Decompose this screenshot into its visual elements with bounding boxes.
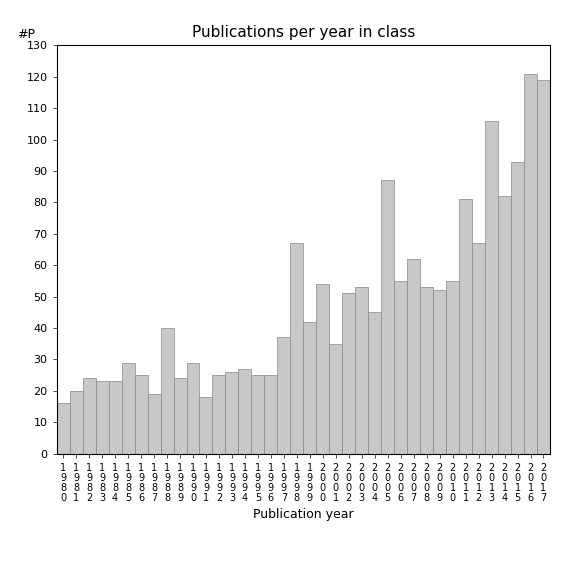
Text: #P: #P	[17, 28, 35, 41]
Bar	[459, 199, 472, 454]
Bar	[200, 397, 213, 454]
Bar	[433, 290, 446, 454]
Bar	[368, 312, 381, 454]
Bar	[226, 372, 239, 454]
X-axis label: Publication year: Publication year	[253, 508, 354, 521]
Bar	[239, 369, 251, 454]
Bar	[290, 243, 303, 454]
Bar	[174, 378, 187, 454]
Bar	[356, 287, 368, 454]
Bar	[57, 403, 70, 454]
Bar	[511, 162, 524, 454]
Bar	[472, 243, 485, 454]
Bar	[303, 321, 316, 454]
Bar	[251, 375, 264, 454]
Bar	[134, 375, 147, 454]
Bar	[187, 362, 200, 454]
Bar	[147, 394, 160, 454]
Bar	[264, 375, 277, 454]
Bar	[160, 328, 174, 454]
Bar	[420, 287, 433, 454]
Bar	[446, 281, 459, 454]
Bar	[83, 378, 96, 454]
Bar	[70, 391, 83, 454]
Bar	[109, 382, 121, 454]
Bar	[381, 180, 394, 454]
Bar	[121, 362, 134, 454]
Title: Publications per year in class: Publications per year in class	[192, 25, 415, 40]
Bar	[277, 337, 290, 454]
Bar	[485, 121, 498, 454]
Bar	[96, 382, 109, 454]
Bar	[537, 80, 550, 454]
Bar	[213, 375, 226, 454]
Bar	[407, 259, 420, 454]
Bar	[394, 281, 407, 454]
Bar	[498, 196, 511, 454]
Bar	[342, 294, 356, 454]
Bar	[329, 344, 342, 454]
Bar	[316, 284, 329, 454]
Bar	[524, 74, 537, 454]
